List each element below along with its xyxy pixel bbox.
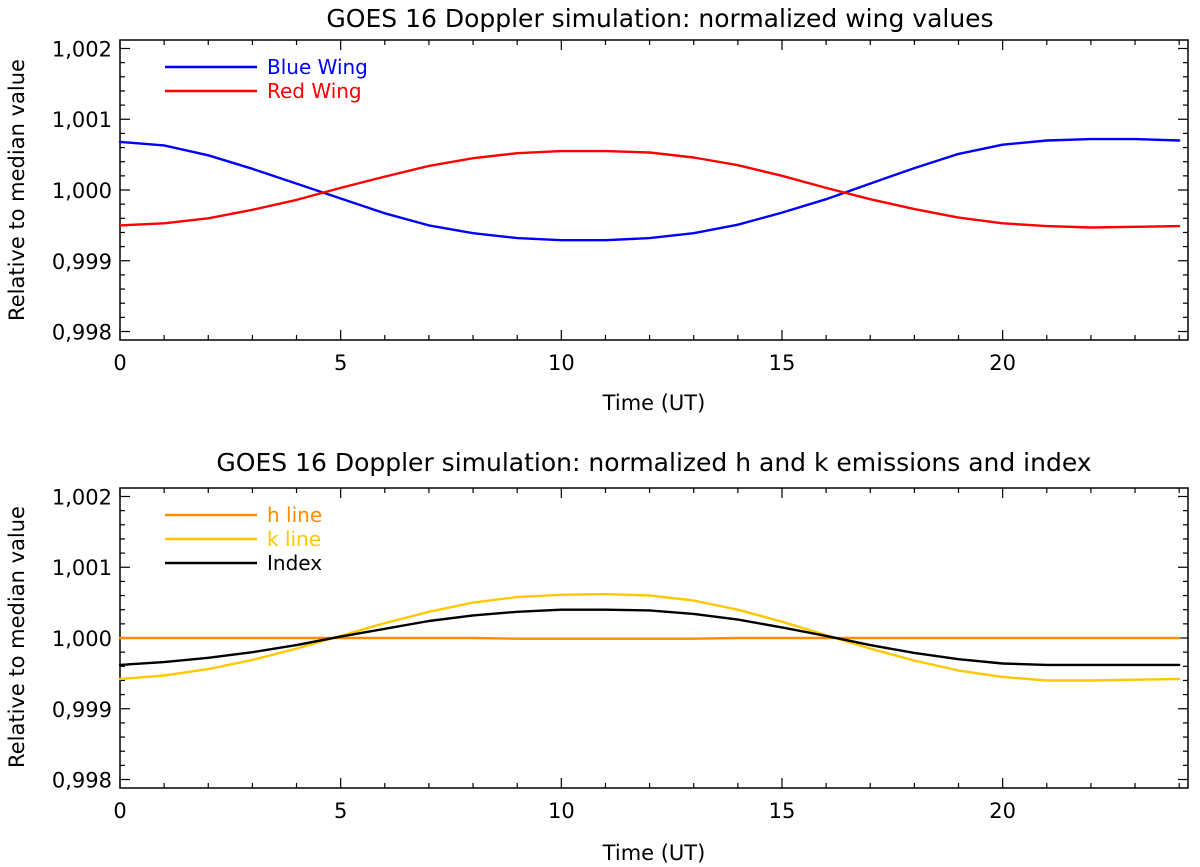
x-tick-label: 20 — [989, 799, 1016, 823]
legend-label-k-line: k line — [267, 527, 321, 551]
y-tick-label: 1,002 — [52, 37, 112, 61]
y-tick-label: 0,999 — [52, 698, 112, 722]
y-tick-label: 1,000 — [52, 179, 112, 203]
legend-label-red-wing: Red Wing — [267, 79, 362, 103]
x-tick-label: 0 — [113, 351, 126, 375]
x-tick-label: 10 — [548, 351, 575, 375]
x-tick-label: 15 — [769, 799, 796, 823]
series-line-blue-wing — [118, 137, 1181, 242]
legend-label-h-line: h line — [267, 503, 322, 527]
x-tick-label: 5 — [334, 351, 347, 375]
y-axis-label: Relative to median value — [5, 59, 29, 321]
chart-title: GOES 16 Doppler simulation: normalized h… — [216, 448, 1091, 477]
x-tick-label: 10 — [548, 799, 575, 823]
series-line-index — [118, 608, 1181, 667]
y-tick-label: 1,001 — [52, 108, 112, 132]
y-tick-label: 0,999 — [52, 250, 112, 274]
y-tick-label: 0,998 — [52, 321, 112, 345]
y-tick-label: 1,001 — [52, 556, 112, 580]
x-tick-label: 0 — [113, 799, 126, 823]
series-line-h-line — [118, 636, 1181, 640]
legend-label-blue-wing: Blue Wing — [267, 55, 368, 79]
chart-title: GOES 16 Doppler simulation: normalized w… — [326, 4, 993, 33]
y-axis-label: Relative to median value — [5, 506, 29, 768]
y-tick-label: 0,998 — [52, 769, 112, 793]
x-tick-label: 15 — [769, 351, 796, 375]
series-line-red-wing — [118, 149, 1181, 229]
series-line-k-line — [118, 592, 1181, 682]
x-tick-label: 20 — [989, 351, 1016, 375]
y-tick-label: 1,000 — [52, 627, 112, 651]
x-axis-label: Time (UT) — [602, 391, 706, 415]
x-axis-label: Time (UT) — [602, 841, 706, 865]
chart-wing-values: GOES 16 Doppler simulation: normalized w… — [5, 4, 1189, 415]
chart-hk-emissions: GOES 16 Doppler simulation: normalized h… — [5, 448, 1189, 865]
x-tick-label: 5 — [334, 799, 347, 823]
y-tick-label: 1,002 — [52, 485, 112, 509]
legend-label-index: Index — [267, 551, 322, 575]
